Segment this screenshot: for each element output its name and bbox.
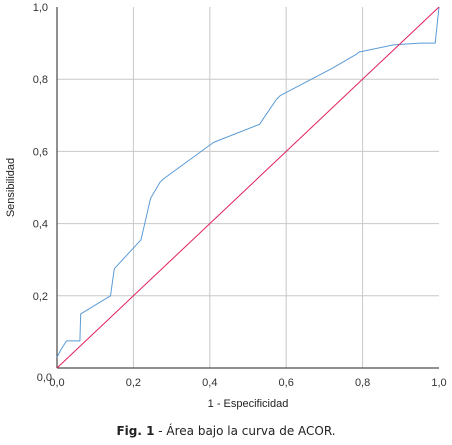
figure-caption: Fig. 1 - Área bajo la curva de ACOR. — [0, 424, 452, 438]
figure-number: Fig. 1 — [116, 424, 155, 438]
tick-labels: 0,0 0,2 0,4 0,6 0,8 1,0 0,2 0,4 0,6 0,8 1,0 0,0 — [33, 2, 447, 389]
roc-chart: 0,0 0,2 0,4 0,6 0,8 1,0 0,2 0,4 0,6 0,8 1,0 0,0 1 -… — [5, 2, 447, 410]
x-tick-label: 1,0 — [431, 377, 446, 389]
y-tick-label: 0,8 — [33, 74, 48, 86]
y-tick-label: 0,2 — [33, 291, 48, 303]
x-tick-label: 0,0 — [49, 377, 64, 389]
y-tick-label: 0,6 — [33, 146, 48, 158]
y-tick-label: 1,0 — [33, 2, 48, 14]
x-tick-label: 0,8 — [355, 377, 370, 389]
x-tick-label: 0,2 — [126, 377, 141, 389]
x-tick-label: 0,4 — [202, 377, 217, 389]
x-axis-label: 1 - Especificidad — [208, 398, 289, 410]
figure-caption-text: - Área bajo la curva de ACOR. — [154, 424, 336, 438]
x-tick-label: 0,6 — [279, 377, 294, 389]
y-tick-label: 0,0 — [37, 372, 52, 384]
series-line-0 — [56, 6, 440, 358]
grid-lines — [57, 7, 439, 368]
y-tick-label: 0,4 — [33, 219, 48, 231]
y-axis-label: Sensibilidad — [5, 158, 17, 217]
series-layer — [56, 6, 440, 369]
axes — [56, 7, 439, 369]
series-line-1 — [56, 6, 440, 369]
